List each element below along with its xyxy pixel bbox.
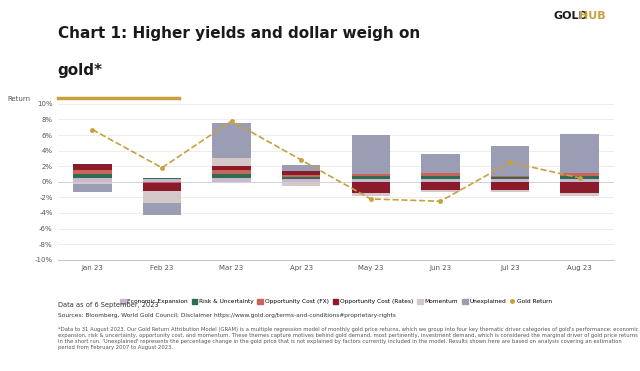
Bar xyxy=(561,173,599,175)
Bar xyxy=(143,182,181,183)
Bar xyxy=(561,180,599,182)
Gold Return xyxy=(367,197,374,201)
Bar xyxy=(143,178,181,180)
Legend: Economic Expansion, Risk & Uncertainty, Opportunity Cost (FX), Opportunity Cost : Economic Expansion, Risk & Uncertainty, … xyxy=(118,297,554,307)
Bar xyxy=(143,180,181,182)
Gold Return xyxy=(228,119,236,123)
Bar xyxy=(351,194,390,196)
Bar xyxy=(421,180,460,182)
Text: Data as of 6 September, 2023: Data as of 6 September, 2023 xyxy=(58,302,158,308)
Bar xyxy=(212,166,251,170)
Bar xyxy=(421,173,460,175)
Bar xyxy=(491,190,529,192)
Gold Return xyxy=(576,176,584,180)
Text: *Data to 31 August 2023. Our Gold Return Attribution Model (GRAM) is a multiple : *Data to 31 August 2023. Our Gold Return… xyxy=(58,327,638,349)
Bar xyxy=(73,182,111,184)
Bar xyxy=(73,174,111,178)
Bar xyxy=(73,178,111,182)
Text: Chart 1: Higher yields and dollar weigh on: Chart 1: Higher yields and dollar weigh … xyxy=(58,26,420,41)
Gold Return xyxy=(158,165,166,170)
Bar xyxy=(282,175,321,177)
Bar xyxy=(73,184,111,192)
Bar xyxy=(351,174,390,175)
Gold Return xyxy=(436,199,444,203)
Bar xyxy=(282,177,321,180)
Text: Return: Return xyxy=(8,96,31,102)
Bar xyxy=(491,146,529,175)
Bar xyxy=(491,182,529,190)
Bar xyxy=(212,178,251,182)
Bar xyxy=(143,203,181,214)
Bar xyxy=(282,180,321,182)
Bar xyxy=(73,170,111,174)
Bar xyxy=(491,177,529,180)
Bar xyxy=(212,170,251,174)
Bar xyxy=(143,183,181,191)
Gold Return xyxy=(88,127,96,132)
Text: HUB: HUB xyxy=(579,11,606,21)
Bar xyxy=(421,190,460,192)
Gold Return xyxy=(506,160,514,165)
Bar xyxy=(561,175,599,180)
Bar xyxy=(212,174,251,178)
Bar xyxy=(351,135,390,174)
Bar xyxy=(561,182,599,194)
Bar xyxy=(421,182,460,190)
Bar xyxy=(212,123,251,158)
Bar xyxy=(73,164,111,170)
Bar xyxy=(143,191,181,203)
Bar xyxy=(491,180,529,182)
Bar xyxy=(351,180,390,182)
Bar xyxy=(351,175,390,180)
Bar xyxy=(421,154,460,173)
Text: Sources: Bloomberg, World Gold Council; Disclaimer https://www.gold.org/terms-an: Sources: Bloomberg, World Gold Council; … xyxy=(58,313,396,318)
Bar xyxy=(491,175,529,177)
Text: GOLD: GOLD xyxy=(554,11,588,21)
Text: gold*: gold* xyxy=(58,63,102,78)
Line: Gold Return: Gold Return xyxy=(91,119,581,203)
Bar xyxy=(561,194,599,196)
Bar xyxy=(282,182,321,186)
Bar xyxy=(212,158,251,166)
Gold Return xyxy=(298,158,305,162)
Bar xyxy=(561,134,599,173)
Bar xyxy=(421,175,460,180)
Bar xyxy=(351,182,390,194)
Bar xyxy=(282,165,321,171)
Bar xyxy=(282,171,321,175)
